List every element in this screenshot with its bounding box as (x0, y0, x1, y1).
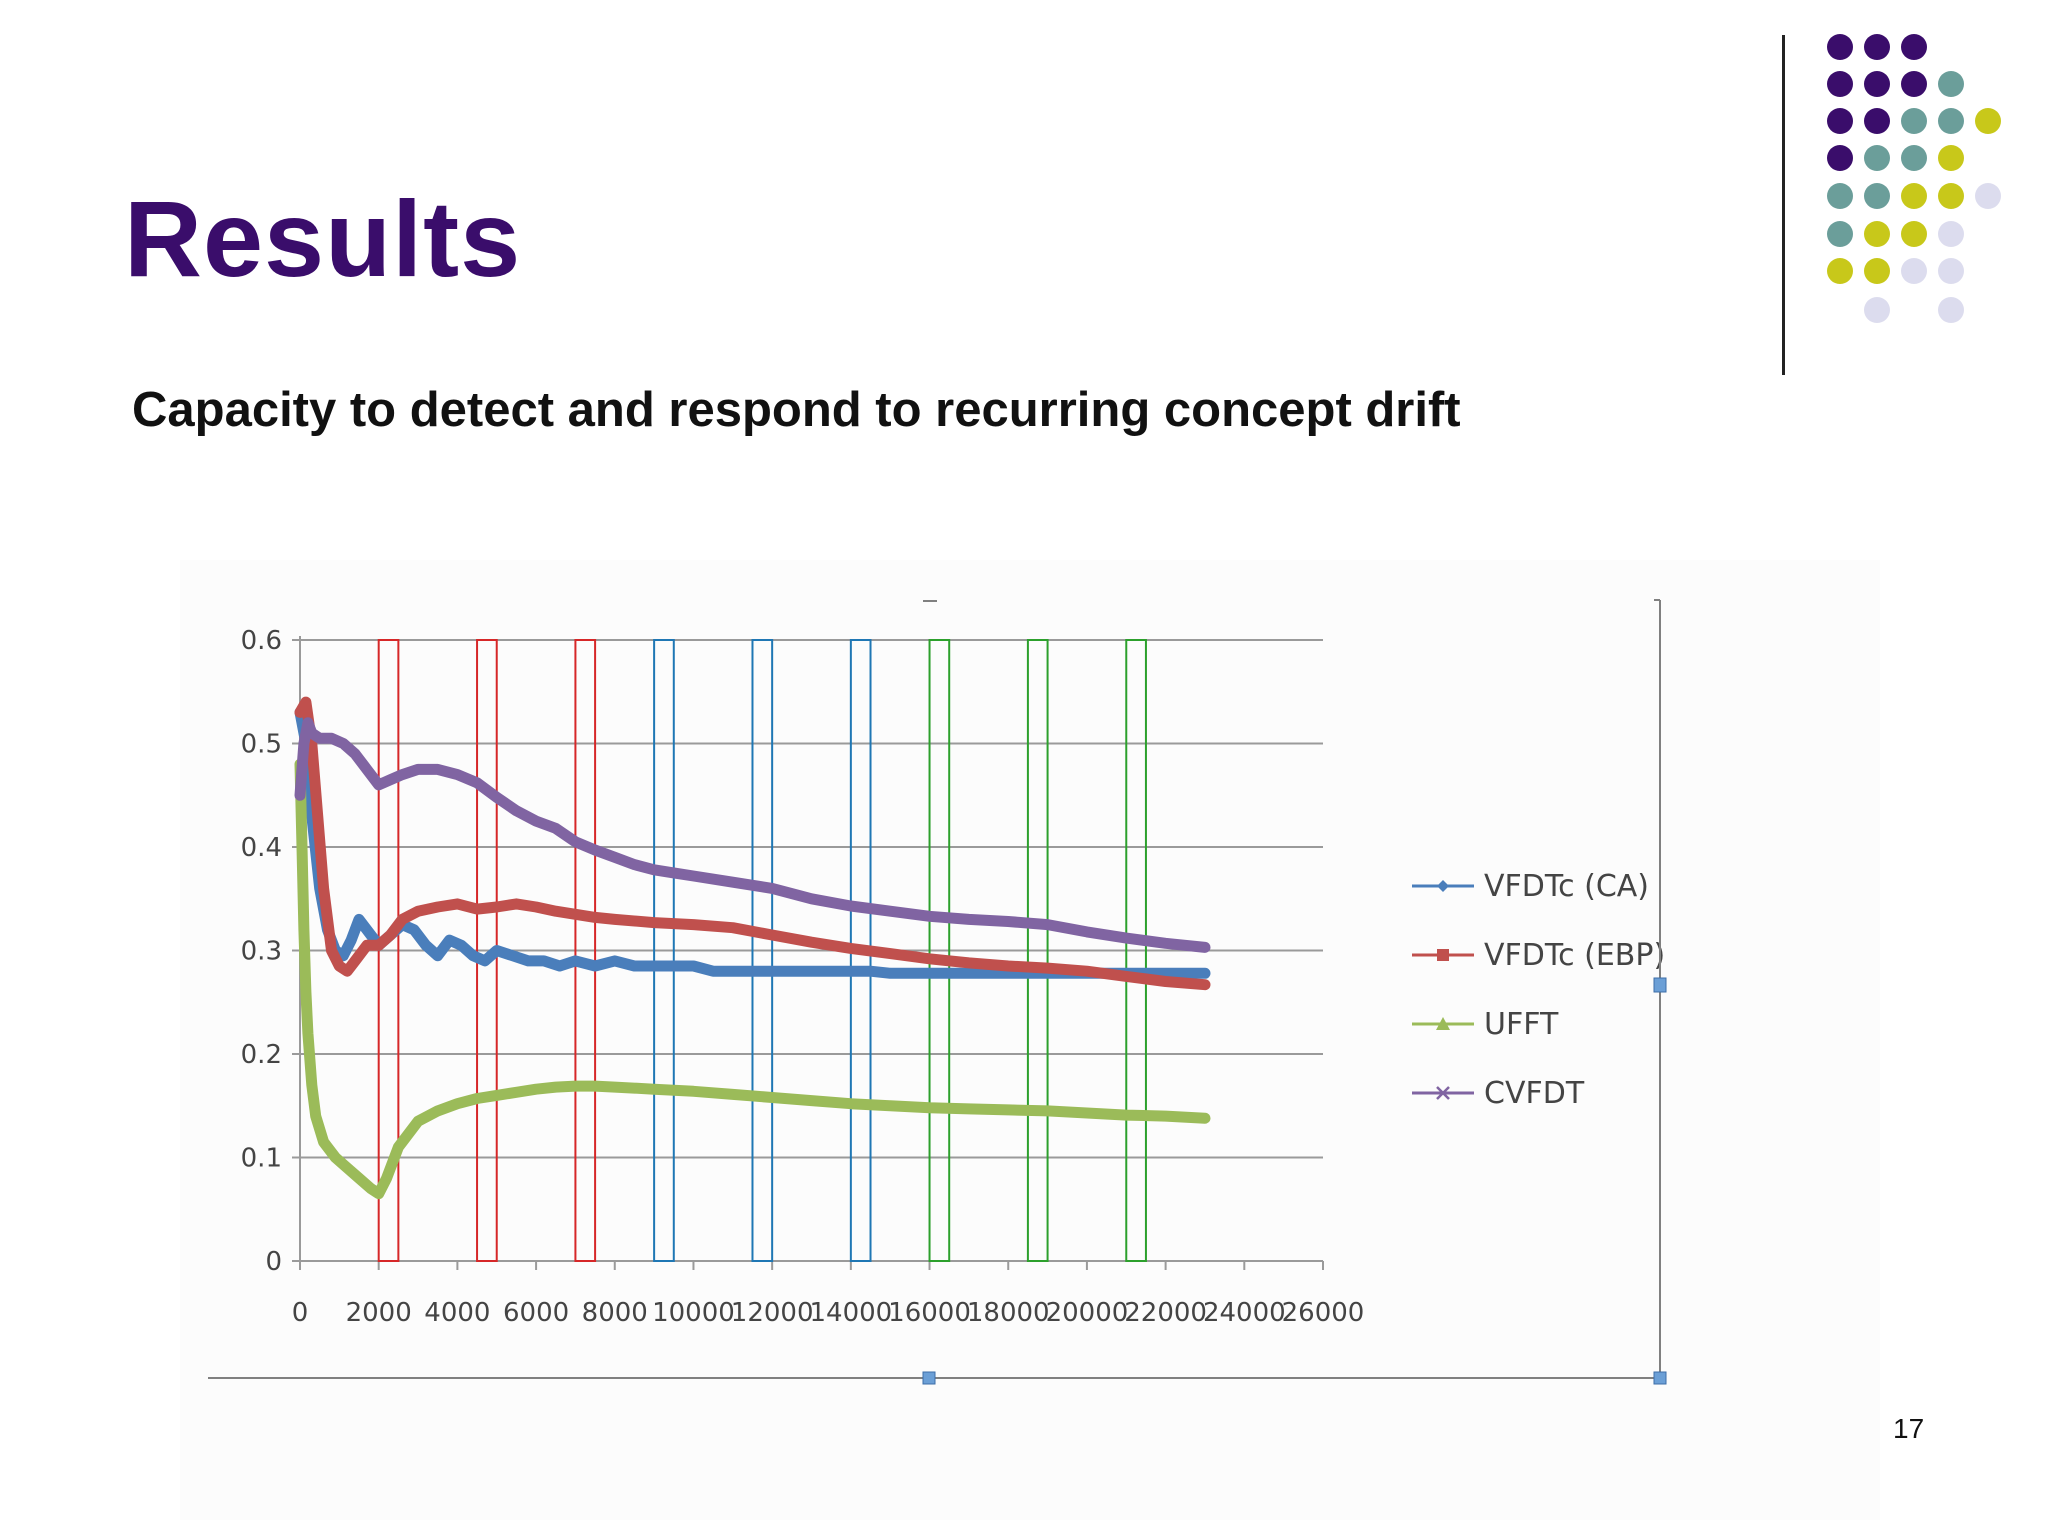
decorative-dot (1938, 258, 1964, 284)
legend-marker (1437, 880, 1449, 892)
legend-label: VFDTc (CA) (1484, 869, 1649, 904)
legend-marker (1437, 949, 1449, 961)
legend-item: VFDTc (CA) (1412, 869, 1649, 904)
x-tick-label: 16000 (888, 1298, 971, 1328)
decorative-dot (1864, 221, 1890, 247)
resize-handle (1653, 977, 1667, 993)
line-chart: 0 0.1 0.2 0.3 0.4 0.5 0.6 0 2000 4000 6000 8000 1000… (208, 599, 1667, 1385)
x-tick-label: 4000 (424, 1298, 490, 1328)
y-tick-label: 0.2 (241, 1040, 282, 1070)
decorative-dot (1827, 71, 1853, 97)
legend-item: VFDTc (EBP) (1412, 938, 1665, 973)
page-number: 17 (1893, 1413, 1925, 1444)
drift-window (928, 639, 951, 1262)
decorative-dot (1901, 258, 1927, 284)
decorative-dot (1901, 221, 1927, 247)
legend-label: UFFT (1484, 1007, 1559, 1042)
decorative-dot (1864, 183, 1890, 209)
slide-title: Results (124, 178, 522, 299)
series-line (294, 717, 1211, 953)
drift-window (574, 639, 597, 1262)
decorative-dot (1938, 108, 1964, 134)
decorative-dot (1827, 221, 1853, 247)
x-tick-label: 2000 (346, 1298, 412, 1328)
y-tick-label: 0.4 (241, 833, 282, 863)
decorative-dot (1901, 34, 1927, 60)
decorative-dot (1938, 297, 1964, 323)
decorative-dot (1901, 183, 1927, 209)
decorative-dot (1827, 183, 1853, 209)
resize-handle (1653, 1371, 1667, 1385)
legend-item: CVFDT (1412, 1076, 1585, 1111)
decorative-dot (1975, 108, 2001, 134)
x-tick-label: 12000 (731, 1298, 814, 1328)
x-tick-label: 26000 (1282, 1298, 1365, 1328)
legend-label: CVFDT (1484, 1076, 1585, 1111)
series-line (294, 758, 1211, 1200)
x-tick-label: 14000 (809, 1298, 892, 1328)
x-tick-label: 8000 (582, 1298, 648, 1328)
x-tick-label: 6000 (503, 1298, 569, 1328)
x-tick-label: 22000 (1124, 1298, 1207, 1328)
slide-subtitle: Capacity to detect and respond to recurr… (132, 383, 1461, 437)
decorative-dot (1864, 71, 1890, 97)
decorative-dot (1827, 34, 1853, 60)
x-tick-label: 0 (292, 1298, 309, 1328)
decorative-dot (1901, 108, 1927, 134)
y-tick-label: 0.5 (241, 730, 282, 760)
decorative-dot (1827, 145, 1853, 171)
y-tick-label: 0 (265, 1247, 282, 1277)
decorative-dot (1864, 145, 1890, 171)
decorative-dot (1938, 221, 1964, 247)
legend-marker (1436, 1017, 1450, 1030)
legend-item: UFFT (1412, 1007, 1559, 1042)
decorative-dot (1827, 108, 1853, 134)
x-tick-label: 20000 (1046, 1298, 1129, 1328)
drift-window (1125, 639, 1147, 1262)
decorative-dot (1827, 258, 1853, 284)
series-line (294, 706, 1211, 979)
decorative-dot (1864, 108, 1890, 134)
decorative-divider (1782, 35, 1785, 375)
decorative-dot (1901, 145, 1927, 171)
y-tick-label: 0.6 (241, 626, 282, 656)
decorative-dot (1864, 258, 1890, 284)
x-tick-label: 10000 (652, 1298, 735, 1328)
y-tick-label: 0.3 (241, 937, 282, 967)
drift-window (653, 639, 675, 1262)
drift-window (1026, 639, 1049, 1262)
chart-area: 0 0.1 0.2 0.3 0.4 0.5 0.6 0 2000 4000 6000 8000 1000… (180, 560, 1880, 1520)
decorative-dot (1864, 297, 1890, 323)
x-tick-label: 18000 (967, 1298, 1050, 1328)
y-tick-label: 0.1 (241, 1144, 282, 1174)
legend-label: VFDTc (EBP) (1484, 938, 1665, 973)
decorative-dot (1901, 71, 1927, 97)
x-tick-label: 24000 (1203, 1298, 1286, 1328)
drift-window (751, 639, 774, 1262)
resize-handle (922, 1371, 936, 1385)
decorative-dot (1938, 145, 1964, 171)
decorative-dot (1938, 71, 1964, 97)
series-line (294, 696, 1211, 991)
decorative-dot (1864, 34, 1890, 60)
decorative-dot (1938, 183, 1964, 209)
legend-marker (1436, 1086, 1450, 1100)
decorative-dot (1975, 183, 2001, 209)
